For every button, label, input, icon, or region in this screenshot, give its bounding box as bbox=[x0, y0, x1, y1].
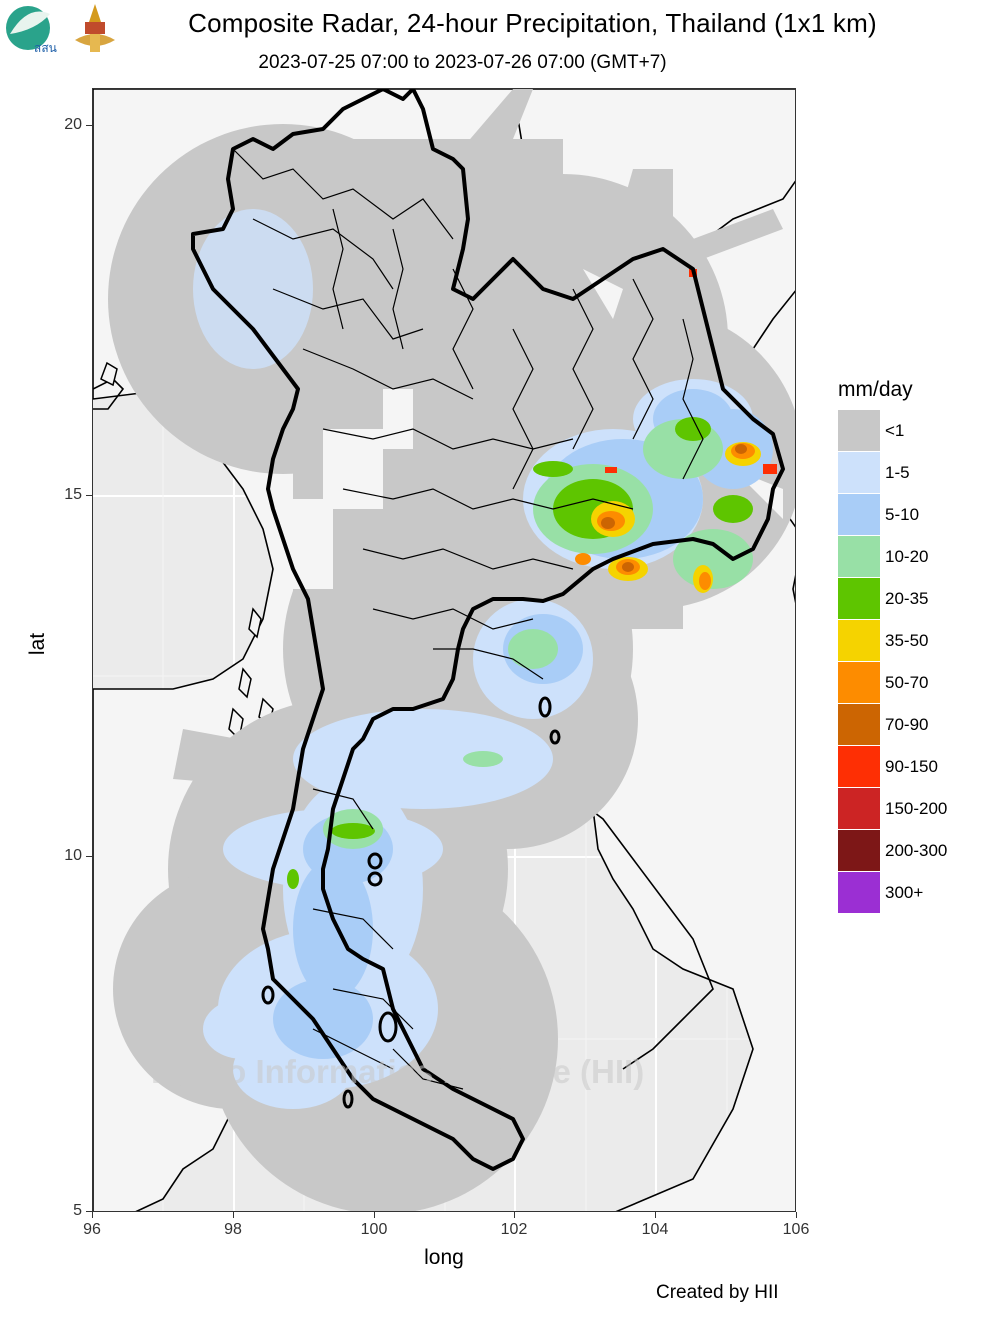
legend-swatch bbox=[838, 452, 880, 494]
legend-label: 10-20 bbox=[885, 547, 929, 566]
legend: mm/day <1 1-5 5-10 10-20 20-35 35-50 50-70 70-9… bbox=[838, 378, 988, 914]
legend-item: 35-50 bbox=[838, 620, 988, 662]
x-tick-104: 104 bbox=[641, 1221, 669, 1238]
legend-swatch bbox=[838, 578, 880, 620]
x-axis-label: long bbox=[424, 1246, 464, 1269]
legend-label: 5-10 bbox=[885, 505, 920, 524]
legend-swatch bbox=[838, 788, 880, 830]
legend-label: 35-50 bbox=[885, 631, 929, 650]
legend-swatch bbox=[838, 662, 880, 704]
legend-swatch bbox=[838, 494, 880, 536]
legend-item: <1 bbox=[838, 410, 988, 452]
credit-text: Created by HII bbox=[656, 1282, 779, 1303]
x-tick-98: 98 bbox=[224, 1221, 242, 1238]
map-subtitle: 2023-07-25 07:00 to 2023-07-26 07:00 (GM… bbox=[258, 52, 667, 73]
thailand-border bbox=[191, 89, 785, 1171]
map-panel: Hydro Informatics Institute (HII) bbox=[92, 88, 796, 1212]
legend-swatch bbox=[838, 704, 880, 746]
legend-label: 300+ bbox=[885, 883, 924, 902]
legend-label: 50-70 bbox=[885, 673, 929, 692]
legend-label: <1 bbox=[885, 421, 905, 440]
x-tick-96: 96 bbox=[83, 1221, 101, 1238]
y-axis-label: lat bbox=[26, 632, 49, 656]
legend-swatch bbox=[838, 536, 880, 578]
legend-item: 90-150 bbox=[838, 746, 988, 788]
legend-label: 150-200 bbox=[885, 799, 948, 818]
legend-swatch bbox=[838, 872, 880, 914]
logos: สสน bbox=[0, 0, 130, 62]
legend-item: 300+ bbox=[838, 872, 988, 914]
legend-item: 200-300 bbox=[838, 830, 988, 872]
legend-item: 150-200 bbox=[838, 788, 988, 830]
legend-label: 200-300 bbox=[885, 841, 948, 860]
y-tick-15: 15 bbox=[64, 486, 82, 503]
legend-swatch bbox=[838, 410, 880, 452]
legend-title: mm/day bbox=[838, 378, 913, 401]
legend-item: 1-5 bbox=[838, 452, 988, 494]
map-title: Composite Radar, 24-hour Precipitation, … bbox=[188, 8, 877, 38]
legend-label: 20-35 bbox=[885, 589, 929, 608]
hii-logo: สสน bbox=[6, 6, 57, 55]
watermark: Hydro Informatics Institute (HII) bbox=[151, 1053, 645, 1090]
legend-label: 70-90 bbox=[885, 715, 929, 734]
y-tick-5: 5 bbox=[73, 1202, 82, 1219]
legend-item: 5-10 bbox=[838, 494, 988, 536]
legend-item: 10-20 bbox=[838, 536, 988, 578]
legend-item: 70-90 bbox=[838, 704, 988, 746]
x-tick-102: 102 bbox=[500, 1221, 528, 1238]
radar-map bbox=[93, 89, 795, 1211]
y-tick-20: 20 bbox=[64, 116, 82, 133]
legend-item: 20-35 bbox=[838, 578, 988, 620]
legend-swatch bbox=[838, 830, 880, 872]
legend-label: 1-5 bbox=[885, 463, 910, 482]
legend-item: 50-70 bbox=[838, 662, 988, 704]
svg-text:สสน: สสน bbox=[34, 41, 57, 55]
x-tick-100: 100 bbox=[360, 1221, 388, 1238]
legend-swatch bbox=[838, 620, 880, 662]
legend-label: 90-150 bbox=[885, 757, 938, 776]
y-tick-10: 10 bbox=[64, 847, 82, 864]
royal-emblem-icon bbox=[75, 4, 115, 52]
legend-swatch bbox=[838, 746, 880, 788]
x-tick-106: 106 bbox=[782, 1221, 810, 1238]
